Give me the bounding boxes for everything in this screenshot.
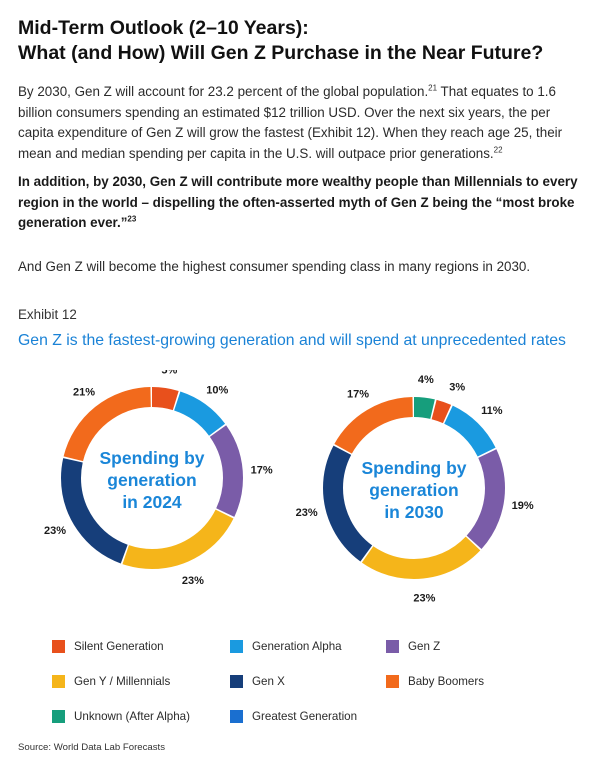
legend-item-silent-generation: Silent Generation bbox=[52, 640, 164, 653]
source-note: Source: World Data Lab Forecasts bbox=[18, 742, 165, 753]
legend-swatch bbox=[52, 710, 65, 723]
slice-label-0-silent-generation: 5% bbox=[161, 370, 177, 376]
footnote-ref-23[interactable]: 23 bbox=[127, 214, 137, 224]
legend-label: Generation Alpha bbox=[252, 640, 342, 653]
legend-item-unknown-after-alpha: Unknown (After Alpha) bbox=[52, 710, 190, 723]
center-label-0-line-1: generation bbox=[107, 470, 196, 490]
slice-label-0-baby-boomers: 21% bbox=[73, 387, 95, 399]
slice-1-gen-x[interactable] bbox=[323, 397, 505, 579]
legend-label: Gen X bbox=[252, 675, 285, 688]
legend-item-greatest-generation: Greatest Generation bbox=[230, 710, 357, 723]
slice-label-0-gen-x: 23% bbox=[44, 525, 66, 537]
donut-charts: 5%10%17%23%23%21%Spending bygenerationin… bbox=[44, 370, 534, 605]
legend-label: Greatest Generation bbox=[252, 710, 358, 723]
footnote-ref-21[interactable]: 21 bbox=[428, 83, 438, 93]
legend-swatch bbox=[386, 675, 399, 688]
legend-label: Gen Z bbox=[408, 640, 441, 653]
legend-label: Baby Boomers bbox=[408, 675, 485, 688]
slice-label-1-gen-x: 23% bbox=[296, 507, 318, 519]
exhibit-label: Exhibit 12 bbox=[18, 307, 77, 322]
paragraph-population-text-a: By 2030, Gen Z will account for 23.2 per… bbox=[18, 84, 429, 99]
legend-swatch bbox=[230, 710, 243, 723]
slice-label-1-silent-generation: 3% bbox=[449, 382, 465, 394]
legend-label: Silent Generation bbox=[74, 640, 164, 653]
slice-0-gen-x[interactable] bbox=[61, 387, 243, 569]
title-line-1: Mid-Term Outlook (2–10 Years): bbox=[18, 17, 309, 39]
slice-label-0-gen-z: 17% bbox=[251, 464, 273, 476]
legend-item-baby-boomers: Baby Boomers bbox=[386, 675, 484, 688]
legend-swatch bbox=[52, 675, 65, 688]
center-label-0-line-2: in 2024 bbox=[122, 492, 182, 512]
paragraph-wealth: In addition, by 2030, Gen Z will contrib… bbox=[18, 172, 583, 234]
slice-label-0-generation-alpha: 10% bbox=[206, 384, 228, 396]
slice-0-gen-z[interactable] bbox=[61, 387, 243, 569]
title-line-2: What (and How) Will Gen Z Purchase in th… bbox=[18, 42, 544, 64]
paragraph-spending-class: And Gen Z will become the highest consum… bbox=[18, 259, 531, 274]
legend-item-generation-alpha: Generation Alpha bbox=[230, 640, 342, 653]
paragraph-population-text-b: That equates to 1.6 billion consumers sp… bbox=[18, 84, 563, 161]
legend-swatch bbox=[386, 640, 399, 653]
center-label-0-line-0: Spending by bbox=[100, 448, 205, 468]
legend-item-gen-x: Gen X bbox=[230, 675, 285, 688]
slice-label-1-unknown-after-alpha: 4% bbox=[418, 374, 434, 386]
slice-0-silent-generation[interactable] bbox=[61, 387, 243, 569]
center-label-1-line-2: in 2030 bbox=[384, 502, 444, 522]
slice-1-gen-y-millennials[interactable] bbox=[323, 397, 505, 579]
legend-swatch bbox=[52, 640, 65, 653]
legend-item-gen-y-millennials: Gen Y / Millennials bbox=[52, 675, 170, 688]
slice-1-unknown-after-alpha[interactable] bbox=[323, 397, 505, 579]
paragraph-population: By 2030, Gen Z will account for 23.2 per… bbox=[18, 82, 583, 164]
slice-1-gen-z[interactable] bbox=[323, 397, 505, 579]
page-title: Mid-Term Outlook (2–10 Years): What (and… bbox=[18, 16, 588, 66]
paragraph-wealth-text: In addition, by 2030, Gen Z will contrib… bbox=[18, 174, 578, 230]
footnote-ref-22[interactable]: 22 bbox=[493, 145, 503, 155]
legend-label: Unknown (After Alpha) bbox=[74, 710, 190, 723]
slice-0-gen-y-millennials[interactable] bbox=[61, 387, 243, 569]
legend-swatch bbox=[230, 675, 243, 688]
legend-item-gen-z: Gen Z bbox=[386, 640, 440, 653]
slice-label-1-gen-y-millennials: 23% bbox=[413, 593, 435, 605]
legend-label: Gen Y / Millennials bbox=[74, 675, 171, 688]
slice-label-1-baby-boomers: 17% bbox=[347, 388, 369, 400]
slice-label-1-generation-alpha: 11% bbox=[481, 405, 503, 417]
exhibit-title: Gen Z is the fastest-growing generation … bbox=[18, 332, 566, 349]
slice-label-0-gen-y-millennials: 23% bbox=[182, 575, 204, 587]
legend-swatch bbox=[230, 640, 243, 653]
slice-label-1-gen-z: 19% bbox=[512, 500, 534, 512]
center-label-1-line-1: generation bbox=[369, 480, 458, 500]
center-label-1-line-0: Spending by bbox=[362, 458, 467, 478]
